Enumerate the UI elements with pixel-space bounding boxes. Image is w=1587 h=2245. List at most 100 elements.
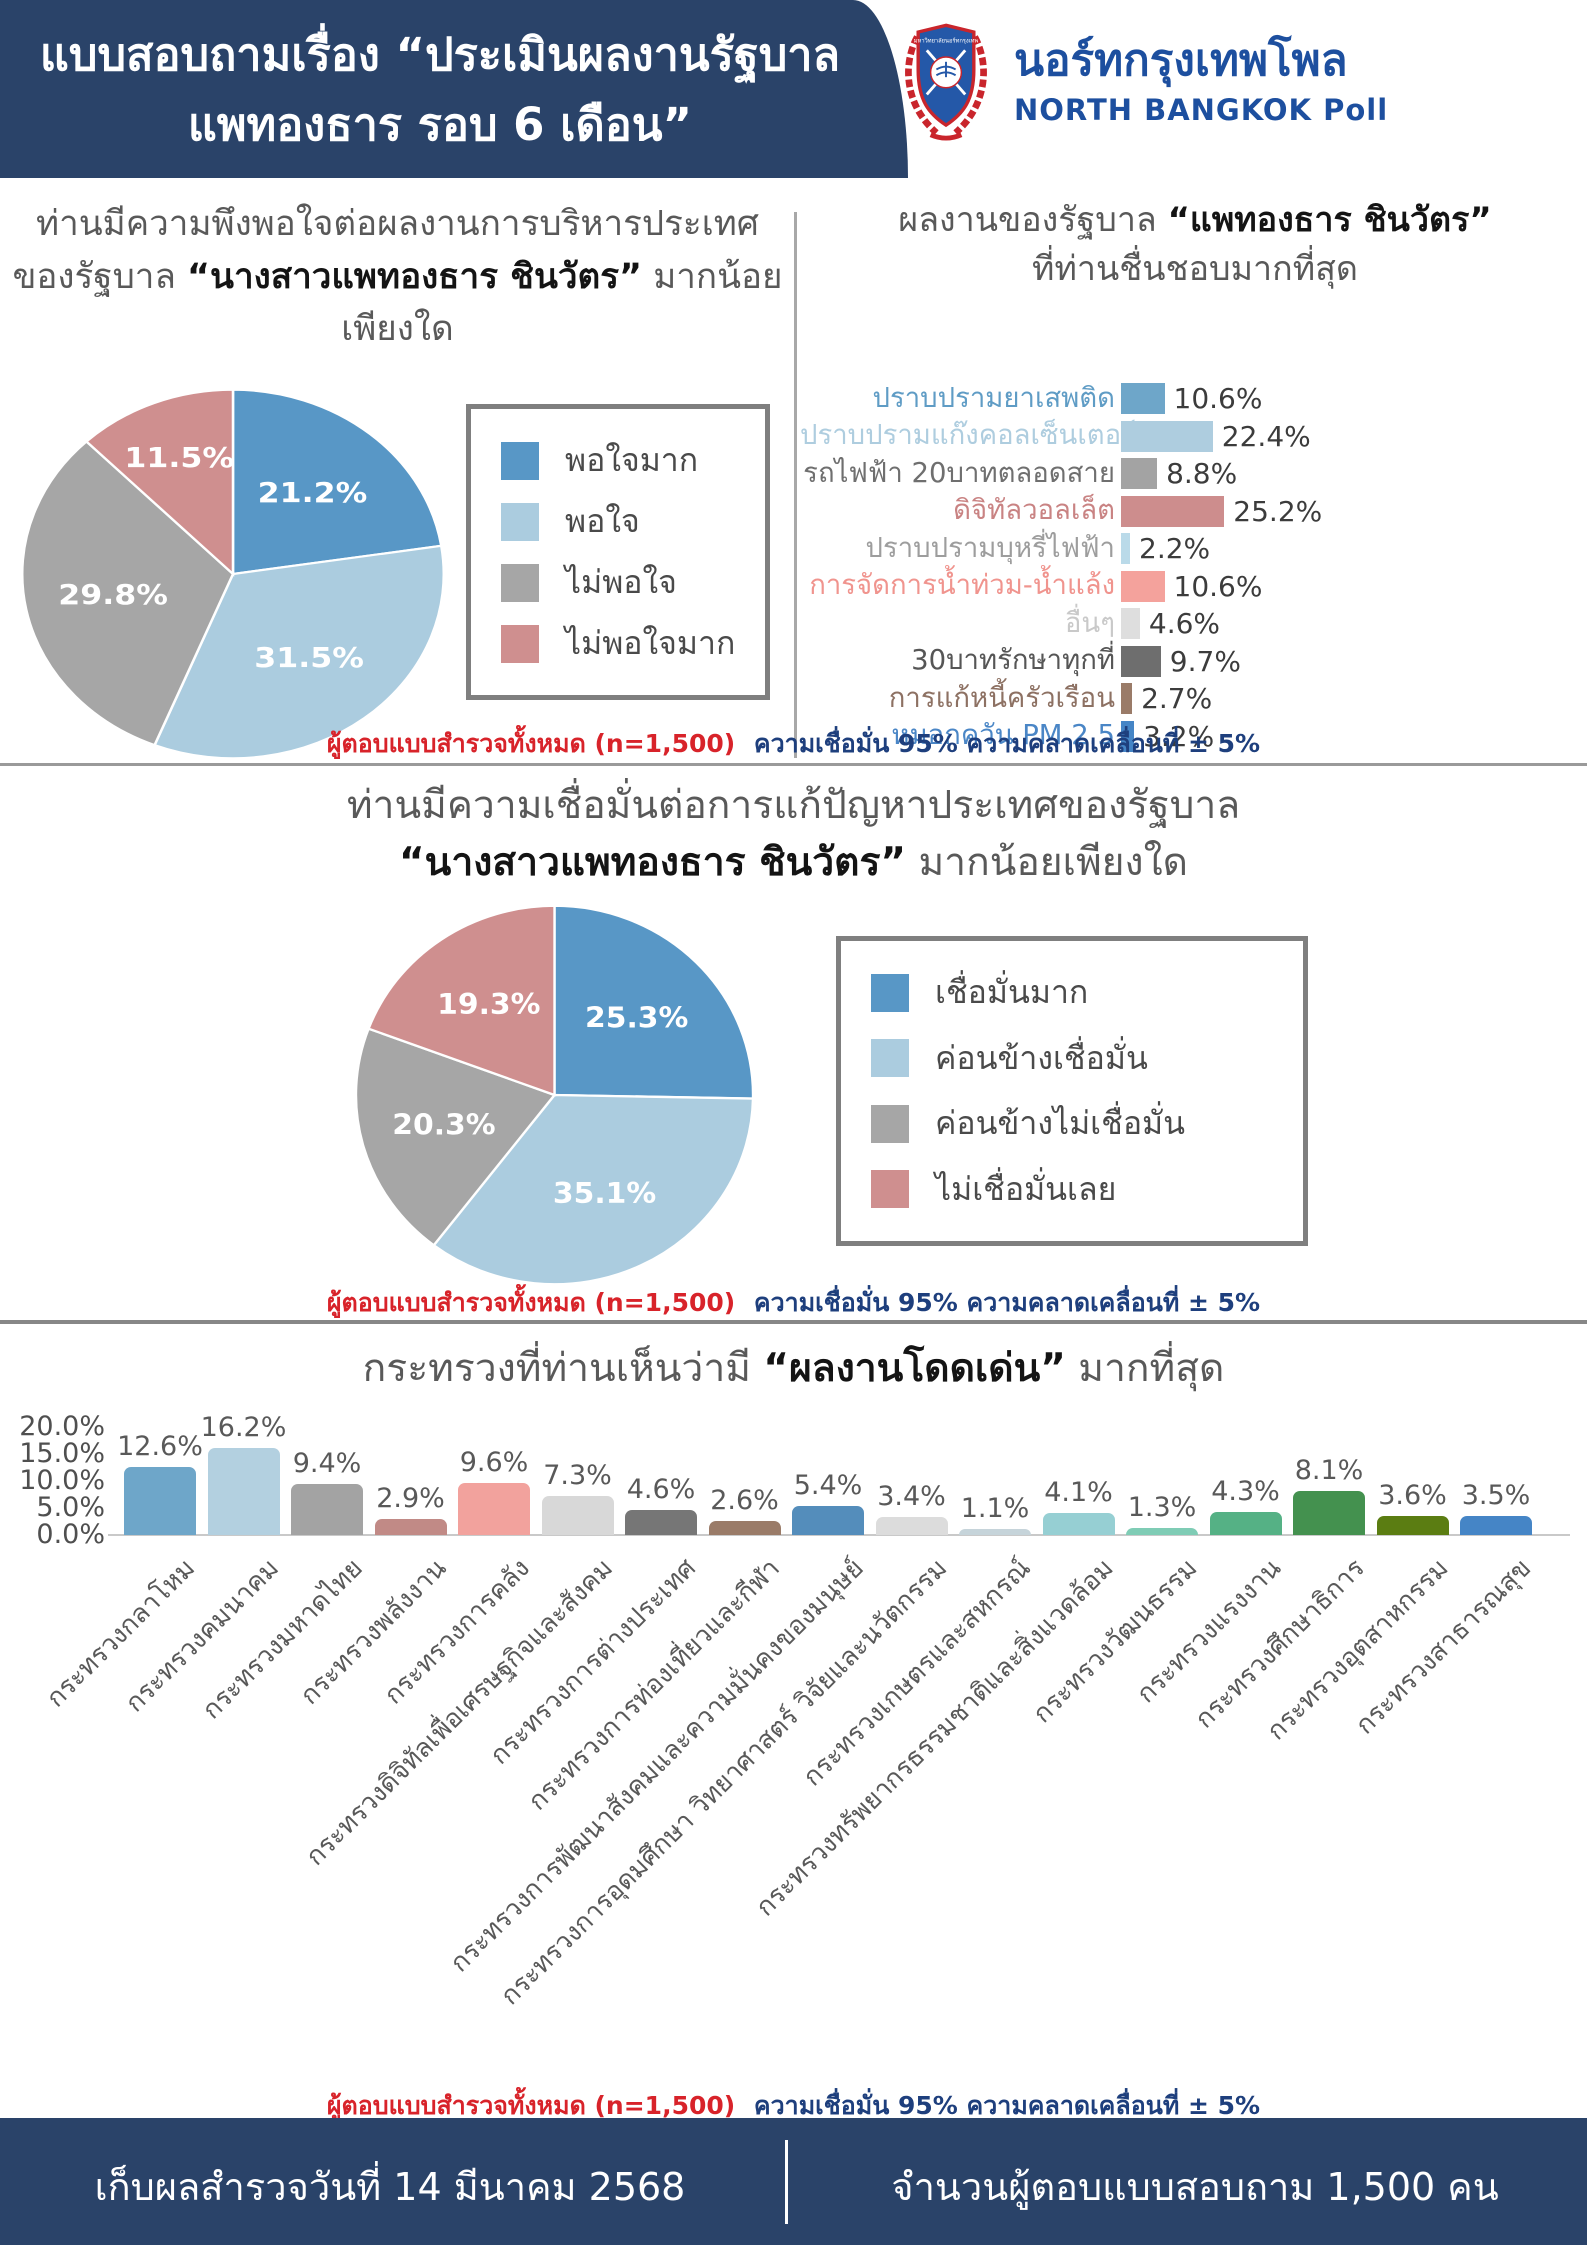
ministry-bar-value: 2.6% [710, 1484, 779, 1516]
question-confidence: ท่านมีความเชื่อมั่นต่อการแก้ปัญหาประเทศข… [0, 778, 1587, 891]
policy-bar [1121, 683, 1133, 715]
satisfaction-legend: พอใจมากพอใจไม่พอใจไม่พอใจมาก [466, 404, 770, 700]
ministry-bar-value: 4.6% [626, 1474, 696, 1506]
policy-bar [1121, 608, 1140, 640]
header-band: แบบสอบถามเรื่อง “ประเมินผลงานรัฐบาล แพทอ… [0, 0, 908, 178]
ministry-bar-value: 3.4% [877, 1480, 946, 1512]
policy-label: ดิจิทัลวอลเล็ต [953, 494, 1115, 527]
question-text-bold: “นางสาวแพทองธาร ชินวัตร” [187, 256, 643, 297]
question-line: ที่ท่านชื่นชอบมากที่สุด [1032, 249, 1358, 290]
legend-item: ไม่พอใจมาก [501, 618, 735, 669]
question-text-bold: “ผลงานโดดเด่น” [763, 1346, 1066, 1391]
ministry-bar [458, 1483, 530, 1535]
page-title-line2: แพทองธาร รอบ 6 เดือน” [187, 97, 693, 151]
ministry-bar-value: 4.3% [1211, 1475, 1280, 1507]
policy-bar-value: 9.7% [1169, 644, 1241, 678]
policy-bar-row: ปราบปรามบุหรี่ไฟฟ้า 2.2% [800, 530, 1584, 568]
ministry-bar-value: 2.9% [376, 1483, 445, 1515]
pie-slice-value: 25.3% [585, 1001, 688, 1034]
pie-slice-value: 21.2% [258, 477, 368, 510]
legend-label: ไม่เชื่อมั่นเลย [935, 1169, 1117, 1208]
ministry-bar-value: 4.1% [1044, 1476, 1113, 1508]
question-text: กระทรวงที่ท่านเห็นว่ามี [362, 1346, 764, 1391]
page-title: แบบสอบถามเรื่อง “ประเมินผลงานรัฐบาล แพทอ… [0, 20, 880, 160]
ministry-bar [708, 1520, 781, 1535]
pie-slice-value: 29.8% [58, 579, 168, 612]
pie-slice-3 [367, 904, 556, 1097]
policy-bar-row: ดิจิทัลวอลเล็ต 25.2% [800, 493, 1584, 531]
ministry-bar [1376, 1515, 1449, 1535]
policy-bar-row: หมอกควัน PM 2.5 3.2% [800, 718, 1584, 756]
question-text: มากที่สุด [1065, 1346, 1225, 1391]
legend-label: ไม่พอใจมาก [565, 624, 736, 662]
legend-item: เชื่อมั่นมาก [871, 967, 1273, 1018]
legend-item: ค่อนข้างเชื่อมั่น [871, 1033, 1273, 1084]
ministry-bar-value: 9.6% [459, 1447, 529, 1479]
pie-slice-3 [84, 388, 235, 577]
policy-bar-row: การจัดการน้ำท่วม-น้ำแล้ง 10.6% [800, 568, 1584, 606]
pie-slice-0 [231, 388, 443, 576]
y-axis-tick: 0.0% [36, 1519, 105, 1550]
policy-label: ปราบปรามยาเสพติด [872, 381, 1115, 414]
ministry-bar-value: 7.3% [543, 1459, 612, 1491]
y-axis-tick: 5.0% [36, 1492, 105, 1523]
policy-bar [1121, 495, 1225, 527]
policy-bar-row: ปราบปรามยาเสพติด 10.6% [800, 380, 1584, 418]
ministry-bar-value: 5.4% [793, 1469, 863, 1501]
policy-label: การจัดการน้ำท่วม-น้ำแล้ง [809, 569, 1115, 602]
policy-bar-value: 10.6% [1173, 569, 1263, 603]
confidence-pie-chart: 25.3% 35.1% 20.3% 19.3% [354, 904, 755, 1286]
policy-bar-row: รถไฟฟ้า 20บาทตลอดสาย 8.8% [800, 455, 1584, 493]
legend-swatch [501, 441, 539, 480]
y-axis-tick: 10.0% [19, 1465, 105, 1496]
legend-swatch [871, 1170, 909, 1209]
page-title-line1: แบบสอบถามเรื่อง “ประเมินผลงานรัฐบาล [39, 28, 841, 81]
legend-swatch [871, 1104, 909, 1143]
footer-divider [785, 2140, 788, 2224]
policy-label: อื่นๆ [1064, 606, 1115, 639]
note-sample-size: ผู้ตอบแบบสำรวจทั้งหมด (n=1,500) [326, 2091, 736, 2120]
policy-bar-value: 8.8% [1166, 457, 1238, 491]
policy-label: หมอกควัน PM 2.5 [891, 719, 1115, 752]
policy-label: ปราบปรามบุหรี่ไฟฟ้า [865, 531, 1116, 564]
policy-bar [1121, 645, 1161, 677]
ministry-bar [959, 1529, 1031, 1535]
footer-survey-date: เก็บผลสำรวจวันที่ 14 มีนาคม 2568 [94, 2165, 686, 2209]
ministry-bar-value: 12.6% [117, 1430, 203, 1462]
question-favorite-policy: ผลงานของรัฐบาล “แพทองธาร ชินวัตร” ที่ท่า… [810, 196, 1580, 295]
pie-slice-value: 31.5% [254, 642, 364, 675]
legend-swatch [871, 1039, 909, 1078]
question-line: “นางสาวแพทองธาร ชินวัตร” มากน้อยเพียงใด [0, 835, 1587, 892]
question-line: ผลงานของรัฐบาล “แพทองธาร ชินวัตร” [810, 196, 1580, 245]
note-confidence: ความเชื่อมั่น 95% ความคลาดเคลื่อนที่ ± 5… [753, 1288, 1261, 1317]
pie-slice-value: 35.1% [553, 1177, 656, 1210]
ministry-bar [625, 1510, 697, 1535]
satisfaction-pie-chart: 21.2% 31.5% 29.8% 11.5% [20, 388, 445, 760]
legend-label: ไม่พอใจ [565, 563, 677, 601]
question-text: มากน้อยเพียงใด [341, 256, 783, 350]
pie-slice-1 [432, 1093, 755, 1286]
pie-slice-value: 19.3% [437, 988, 540, 1021]
policy-label: รถไฟฟ้า 20บาทตลอดสาย [803, 456, 1115, 489]
legend-item: พอใจมาก [501, 435, 735, 486]
question-text: ท่านมีความพึงพอใจต่อผลงานการบริหารประเทศ… [12, 204, 759, 297]
ministry-bar-value: 3.6% [1378, 1479, 1447, 1511]
policy-bar-chart: ปราบปรามยาเสพติด 10.6% ปราบปรามแก๊งคอลเซ็น… [800, 380, 1584, 755]
column-divider [794, 212, 797, 758]
confidence-legend: เชื่อมั่นมาก ค่อนข้างเชื่อมั่น ค่อนข้างไม่… [836, 936, 1308, 1246]
y-axis-tick: 20.0% [19, 1411, 105, 1442]
ministry-bar-value: 1.3% [1127, 1491, 1197, 1523]
section-divider [0, 763, 1587, 766]
policy-bar-value: 22.4% [1221, 419, 1311, 453]
policy-bar-row: ปราบปรามแก๊งคอลเซ็นเตอร์ 22.4% [800, 418, 1584, 456]
legend-item: พอใจ [501, 496, 735, 547]
org-logo: มหาวิทยาลัยนอร์ทกรุงเทพ นอร์ทกรุงเทพโพล … [898, 18, 1388, 144]
note-confidence: ความเชื่อมั่น 95% ความคลาดเคลื่อนที่ ± 5… [753, 729, 1261, 758]
pie-slice-0 [553, 904, 755, 1100]
legend-swatch [501, 563, 539, 602]
ministry-bar [291, 1484, 363, 1535]
ministry-bar-value: 9.4% [292, 1448, 362, 1480]
policy-bar-value: 4.6% [1148, 607, 1221, 641]
ministry-bar [792, 1505, 864, 1535]
